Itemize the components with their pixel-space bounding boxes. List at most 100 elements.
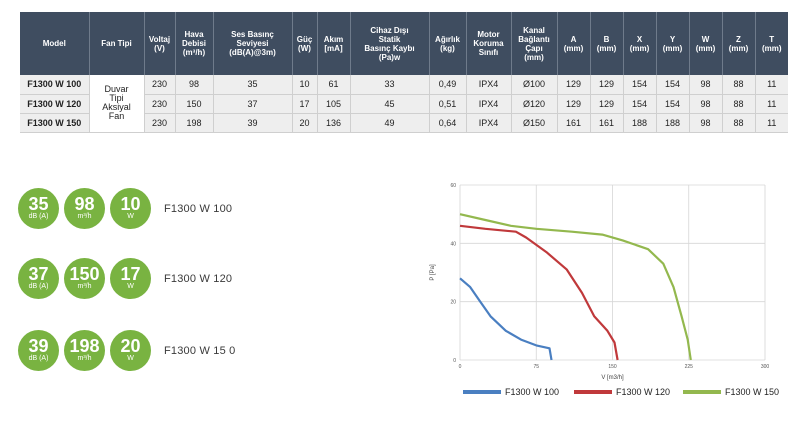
table-cell: 230	[144, 75, 176, 95]
column-header-line: [mA]	[324, 43, 343, 53]
column-header-line: (m³/h)	[182, 48, 206, 57]
column-header: Hava Debisi (m³/h)	[175, 12, 214, 75]
column-header-line: (mm)	[761, 43, 782, 53]
column-header: Kanal Bağlantı Çapı (mm)	[511, 12, 558, 75]
badge-unit: m³/h	[77, 355, 92, 362]
column-header-line: (kg)	[440, 43, 455, 53]
column-header: Fan Tipi	[89, 12, 145, 75]
table-row: F1300 W 150 230 198 39 20 136 49 0,64 IPX4 Ø150 16…	[20, 113, 788, 133]
column-header-line: Fan Tipi	[101, 39, 132, 48]
column-header-line: (V)	[154, 43, 165, 53]
column-header-line: (mm)	[728, 43, 749, 53]
legend-swatch-2	[574, 390, 612, 394]
table-cell: 39	[213, 113, 293, 133]
column-header-line: Voltaj	[148, 34, 171, 44]
column-header: Motor Koruma Sınıfı	[466, 12, 512, 75]
table-cell: 10	[292, 75, 318, 95]
column-header-line: Çapı	[525, 43, 543, 53]
legend-swatch-1	[463, 390, 501, 394]
column-header: Z (mm)	[722, 12, 756, 75]
spec-table-header-row: Model Fan Tipi Voltaj (V) Hava Debisi (m³/h) Se…	[20, 12, 788, 75]
column-header-line: Koruma	[473, 39, 504, 48]
legend-label-2: F1300 W 120	[616, 387, 671, 397]
column-header-line: (mm)	[629, 43, 650, 53]
table-cell: 105	[317, 94, 351, 114]
x-tick-label: 75	[533, 364, 539, 370]
table-cell: 98	[689, 75, 723, 95]
badge-unit: dB (A)	[28, 355, 49, 362]
badge-value: 20	[120, 336, 141, 356]
badge-value: 98	[74, 194, 95, 214]
table-cell: 49	[350, 113, 430, 133]
table-cell: 154	[656, 94, 690, 114]
spec-badge: 20 W	[110, 330, 151, 371]
table-cell: 35	[213, 75, 293, 95]
column-header-line: Seviyesi	[236, 39, 269, 48]
table-cell: Ø120	[511, 94, 558, 114]
table-cell: 98	[175, 75, 214, 95]
table-cell: 98	[689, 113, 723, 133]
badge-unit: dB (A)	[28, 213, 49, 220]
table-cell: 0,51	[429, 94, 467, 114]
column-header: Cihaz Dışı Statik Basınç Kaybı (Pa)w	[350, 12, 430, 75]
model-cell: F1300 W 120	[20, 94, 90, 114]
column-header-line: Ses Basınç	[231, 30, 274, 39]
pressure-flow-chart: 0 20 40 60 0 75 150 225 300 V [m3/h] P [Pa]	[430, 183, 769, 381]
badge-row-3: 39 dB (A) 198 m³/h 20 W F1300 W 15 0	[18, 330, 236, 371]
table-cell: 20	[292, 113, 318, 133]
spec-badge: 198 m³/h	[64, 330, 105, 371]
column-header-line: (mm)	[662, 43, 683, 53]
column-header: X (mm)	[623, 12, 657, 75]
legend-item-3: F1300 W 150	[683, 387, 779, 397]
table-cell: 88	[722, 94, 756, 114]
fan-type-cell: Duvar Tipi Aksiyal Fan	[89, 75, 145, 133]
column-header-line: (W)	[298, 43, 311, 53]
column-header-line: Basınç Kaybı	[364, 43, 415, 53]
column-header: Ses Basınç Seviyesi (dB(A)@3m)	[213, 12, 293, 75]
badge-unit: m³/h	[77, 213, 92, 220]
fan-type-line: Tipi	[109, 93, 124, 104]
spec-badge: 10 W	[110, 188, 151, 229]
badge-model-label: F1300 W 100	[164, 202, 233, 215]
table-cell: 129	[590, 75, 624, 95]
x-tick-label: 150	[608, 364, 617, 370]
badge-unit: W	[127, 355, 134, 362]
badge-row-1: 35 dB (A) 98 m³/h 10 W F1300 W 100	[18, 188, 232, 229]
series-line-1	[459, 277, 553, 361]
x-tick-label: 225	[685, 364, 694, 370]
table-row: F1300 W 100 Duvar Tipi Aksiyal Fan 230 98 35 10 6…	[20, 75, 788, 133]
fan-type-line: Fan	[108, 111, 125, 122]
spec-badge: 35 dB (A)	[18, 188, 59, 229]
spec-badge: 39 dB (A)	[18, 330, 59, 371]
legend-item-2: F1300 W 120	[574, 387, 670, 397]
column-header: Voltaj (V)	[144, 12, 176, 75]
spec-badge: 150 m³/h	[64, 258, 105, 299]
column-header-line: A	[570, 34, 577, 44]
table-cell: 0,64	[429, 113, 467, 133]
table-cell: 61	[317, 75, 351, 95]
series-line-3	[459, 213, 692, 361]
column-header-line: (Pa)w	[378, 52, 401, 62]
table-cell: 154	[656, 75, 690, 95]
column-header-line: (dB(A)@3m)	[229, 48, 276, 57]
table-cell: IPX4	[466, 94, 512, 114]
badge-value: 150	[69, 264, 100, 284]
badge-model-label: F1300 W 120	[164, 272, 233, 285]
spec-badge: 37 dB (A)	[18, 258, 59, 299]
table-cell: 17	[292, 94, 318, 114]
badge-model-label: F1300 W 15 0	[164, 344, 236, 357]
x-tick-label: 0	[459, 364, 462, 370]
column-header-line: B	[603, 34, 610, 44]
y-tick-label: 60	[450, 183, 456, 189]
table-cell: 11	[755, 75, 788, 95]
column-header-line: Motor	[477, 30, 500, 39]
table-cell: 161	[557, 113, 591, 133]
badge-row-2: 37 dB (A) 150 m³/h 17 W F1300 W 120	[18, 258, 232, 299]
table-cell: 129	[557, 75, 591, 95]
table-cell: 88	[722, 113, 756, 133]
column-header: Güç (W)	[292, 12, 318, 75]
table-row: F1300 W 120 230 150 37 17 105 45 0,51 IPX4 Ø120 12…	[20, 94, 788, 114]
badge-unit: W	[127, 283, 134, 290]
badge-value: 39	[28, 336, 49, 356]
badge-value: 10	[120, 194, 141, 214]
